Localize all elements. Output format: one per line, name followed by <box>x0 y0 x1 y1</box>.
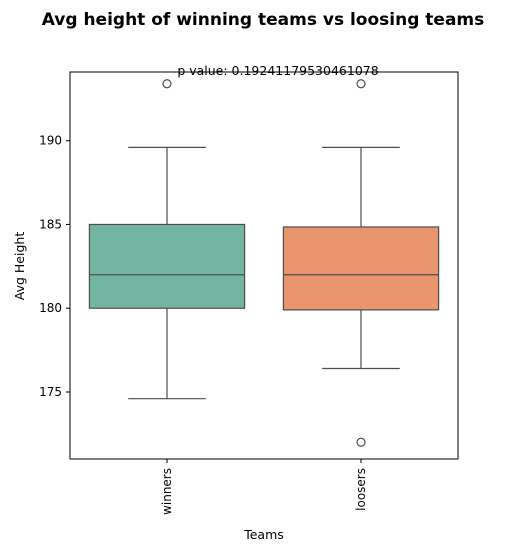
x-tick-label-winners: winners <box>160 468 174 515</box>
plot-area: 175 180 185 190 winners loosers <box>39 79 440 515</box>
y-tick-label: 185 <box>39 217 62 231</box>
axes-frame <box>69 71 459 460</box>
loosers-outlier-point <box>356 79 366 89</box>
chart-title: Avg height of winning teams vs loosing t… <box>42 10 485 30</box>
y-axis-label: Avg Height <box>12 232 27 301</box>
winners-box <box>88 223 246 309</box>
loosers-box <box>282 226 440 311</box>
y-tick-label: 175 <box>39 385 62 399</box>
y-tick-label: 180 <box>39 301 62 315</box>
winners-outlier-point <box>162 79 172 89</box>
p-value-annotation: p value: 0.19241179530461078 <box>177 63 378 78</box>
loosers-outlier-point <box>356 437 366 447</box>
x-axis-label: Teams <box>243 527 284 542</box>
y-tick-label: 190 <box>39 134 62 148</box>
x-tick-label-loosers: loosers <box>354 468 368 511</box>
